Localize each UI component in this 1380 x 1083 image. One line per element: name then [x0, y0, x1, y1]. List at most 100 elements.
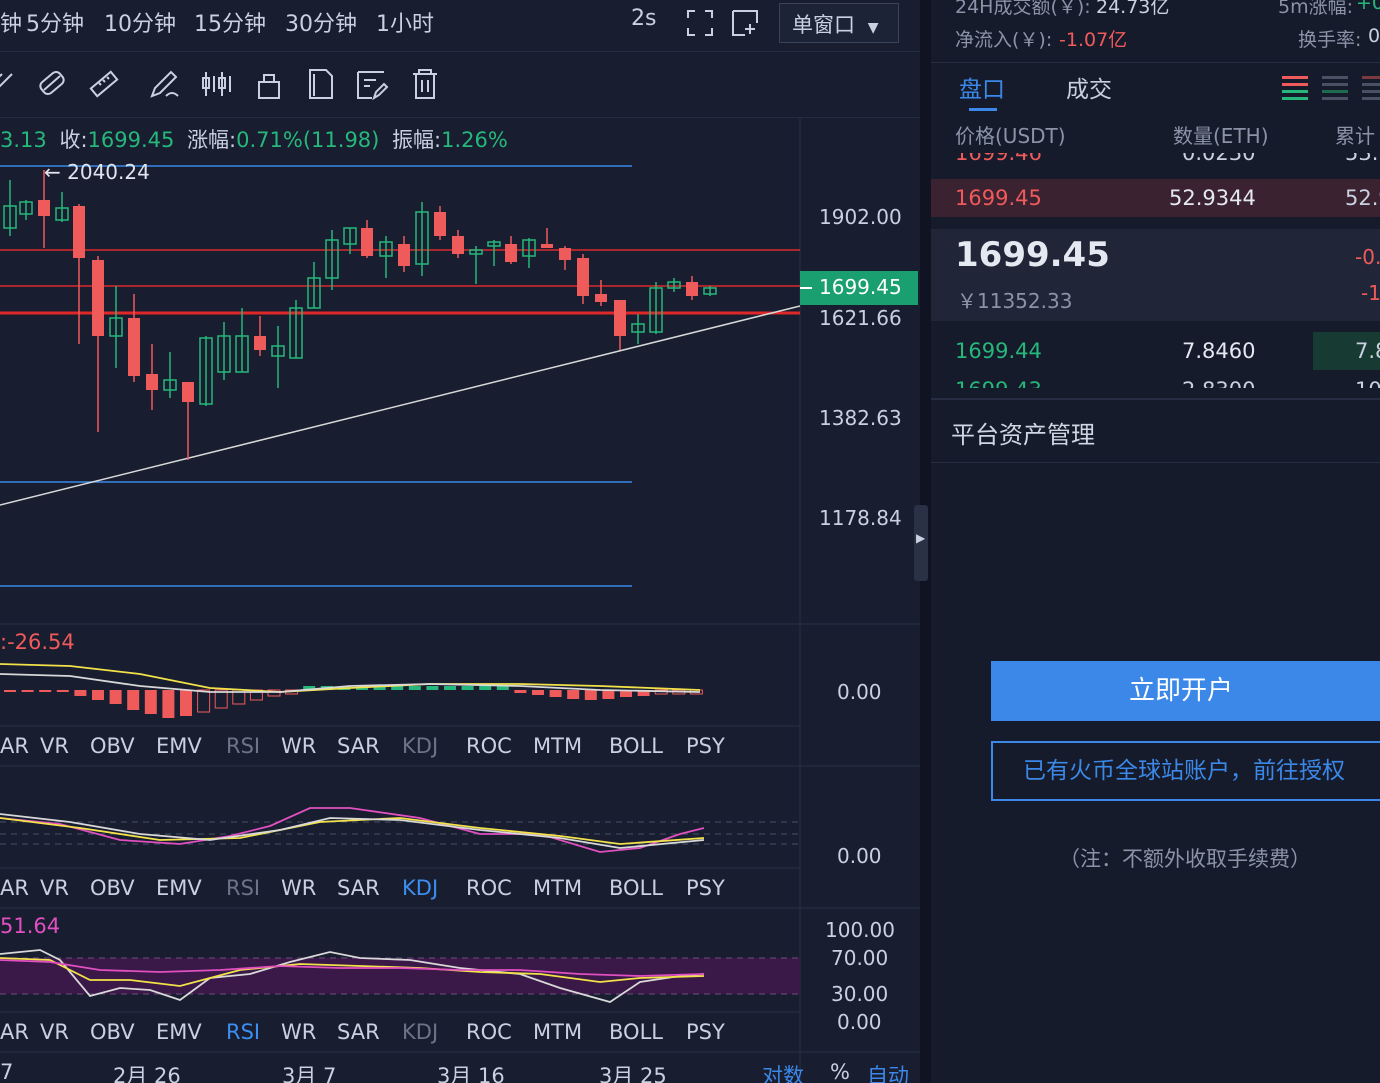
rsi-tick-30: 30.00 [831, 982, 889, 1006]
candles-icon[interactable] [199, 66, 235, 102]
amplitude-value: 1.26% [441, 128, 508, 152]
indicator-tab-ar[interactable]: AR [0, 1020, 29, 1044]
indicator-tab-sar[interactable]: SAR [337, 1020, 380, 1044]
lock-icon[interactable] [251, 66, 287, 102]
timeframe-partial[interactable]: 钟 [0, 12, 23, 37]
timeframe-5m[interactable]: 5分钟 [26, 12, 84, 37]
collapse-panel-button[interactable]: ▶ [914, 505, 928, 581]
indicator-tab-kdj[interactable]: KDJ [402, 876, 439, 900]
indicator-tab-emv[interactable]: EMV [156, 734, 202, 758]
bid-row-clipped[interactable]: 1699.43 2.8300 10.6 [931, 378, 1380, 388]
indicator-tab-vr[interactable]: VR [40, 876, 69, 900]
indicator-tab-vr[interactable]: VR [40, 1020, 69, 1044]
percent-scale-toggle[interactable]: % [830, 1060, 850, 1083]
indicator-tab-sar[interactable]: SAR [337, 734, 380, 758]
kdj-d-line [0, 817, 705, 845]
refresh-interval[interactable]: 2s [631, 6, 657, 31]
timeframe-1h[interactable]: 1小时 [376, 12, 434, 37]
indicator-tab-boll[interactable]: BOLL [609, 876, 663, 900]
indicator-tab-wr[interactable]: WR [281, 876, 317, 900]
candle-body [505, 244, 517, 262]
indicator-tab-rsi[interactable]: RSI [226, 734, 261, 758]
indicator-tab-mtm[interactable]: MTM [533, 876, 583, 900]
window-mode-select[interactable]: 单窗口 ▼ [779, 3, 899, 43]
indicator-tab-obv[interactable]: OBV [90, 734, 135, 758]
drawing-tool-icon[interactable] [0, 66, 20, 102]
indicator-tab-roc[interactable]: ROC [466, 734, 512, 758]
candle-body [55, 207, 69, 221]
indicator-tab-obv[interactable]: OBV [90, 1020, 135, 1044]
indicator-tab-boll[interactable]: BOLL [609, 1020, 663, 1044]
macd-bar [39, 690, 52, 692]
timeframe-30m[interactable]: 30分钟 [285, 12, 357, 37]
open-account-button[interactable]: 立即开户 [991, 661, 1380, 721]
trend-line[interactable] [0, 305, 801, 506]
ask-row-clipped[interactable]: 1699.46 0.0230 53.5 [931, 153, 1380, 170]
macd-bar [303, 686, 316, 690]
indicator-tab-sar[interactable]: SAR [337, 876, 380, 900]
indicator-tab-psy[interactable]: PSY [686, 876, 725, 900]
current-price-tag [800, 271, 918, 305]
macd-bar [144, 690, 157, 714]
indicator-tab-ar[interactable]: AR [0, 734, 29, 758]
candle-body [109, 317, 123, 337]
timeframe-bar: 钟 5分钟 10分钟 15分钟 30分钟 1小时 2s 单窗口 ▼ [0, 0, 920, 52]
indicator-tab-vr[interactable]: VR [40, 734, 69, 758]
authorize-account-button[interactable]: 已有火币全球站账户，前往授权 [991, 741, 1380, 801]
candle-body [217, 335, 231, 373]
indicator-tab-mtm[interactable]: MTM [533, 734, 583, 758]
indicator-tab-rsi[interactable]: RSI [226, 876, 261, 900]
candlestick-chart[interactable] [0, 118, 920, 1083]
macd-bar [514, 690, 527, 693]
indicator-tab-psy[interactable]: PSY [686, 1020, 725, 1044]
indicator-tab-psy[interactable]: PSY [686, 734, 725, 758]
change-label: 涨幅: [187, 128, 237, 152]
ruler-icon[interactable] [86, 66, 122, 102]
indicator-tab-roc[interactable]: ROC [466, 876, 512, 900]
netflow-value: -1.07亿 [1059, 29, 1128, 51]
indicator-tab-roc[interactable]: ROC [466, 1020, 512, 1044]
indicator-tab-kdj[interactable]: KDJ [402, 1020, 439, 1044]
log-scale-toggle[interactable]: 对数 [762, 1064, 804, 1083]
indicator-tab-wr[interactable]: WR [281, 1020, 317, 1044]
macd-bar [56, 690, 69, 692]
pen-icon[interactable] [146, 66, 182, 102]
macd-bar [408, 686, 421, 690]
indicator-tab-boll[interactable]: BOLL [609, 734, 663, 758]
auto-scale-toggle[interactable]: 自动 [867, 1064, 909, 1083]
edit-settings-icon[interactable] [354, 66, 390, 102]
macd-bar [74, 690, 87, 696]
orderbook-both-icon[interactable] [1282, 74, 1308, 100]
bid-row[interactable]: 1699.44 7.8460 7.8 [931, 332, 1380, 370]
tab-orderbook[interactable]: 盘口 [959, 77, 1005, 103]
indicator-tab-wr[interactable]: WR [281, 734, 317, 758]
copy-icon[interactable] [302, 66, 338, 102]
timeframe-15m[interactable]: 15分钟 [194, 12, 266, 37]
tab-trades[interactable]: 成交 [1066, 77, 1112, 103]
x-label-1: 2月 26 [113, 1064, 181, 1083]
rsi-value: 51.64 [0, 914, 61, 938]
fullscreen-icon[interactable] [686, 9, 714, 37]
indicator-tabs-rsi: AR VR OBV EMV RSI WR SAR KDJ ROC MTM BOLL PSY [0, 1020, 800, 1050]
add-window-icon[interactable] [731, 9, 759, 37]
indicator-tab-kdj[interactable]: KDJ [402, 734, 439, 758]
candle-body [38, 200, 50, 216]
chevron-down-icon: ▼ [867, 20, 879, 36]
trash-icon[interactable] [407, 66, 443, 102]
ask-row[interactable]: 1699.45 52.9344 52.9 [931, 179, 1380, 217]
indicator-tab-emv[interactable]: EMV [156, 876, 202, 900]
indicator-tab-emv[interactable]: EMV [156, 1020, 202, 1044]
orderbook-bids-icon[interactable] [1322, 74, 1348, 100]
ohlc-legend: 3.13 收:1699.45 涨幅:0.71%(11.98) 振幅:1.26% [0, 124, 508, 154]
channel-tool-icon[interactable] [34, 66, 70, 102]
indicator-tab-ar[interactable]: AR [0, 876, 29, 900]
candles-group [3, 170, 717, 460]
indicator-tab-obv[interactable]: OBV [90, 876, 135, 900]
indicator-tab-mtm[interactable]: MTM [533, 1020, 583, 1044]
orderbook-asks-icon[interactable] [1362, 74, 1380, 100]
timeframe-10m[interactable]: 10分钟 [104, 12, 176, 37]
change5m-label: 5m涨幅: [1278, 0, 1353, 18]
indicator-tab-rsi[interactable]: RSI [226, 1020, 261, 1044]
macd-bar [21, 690, 34, 692]
candle-body [398, 244, 410, 266]
